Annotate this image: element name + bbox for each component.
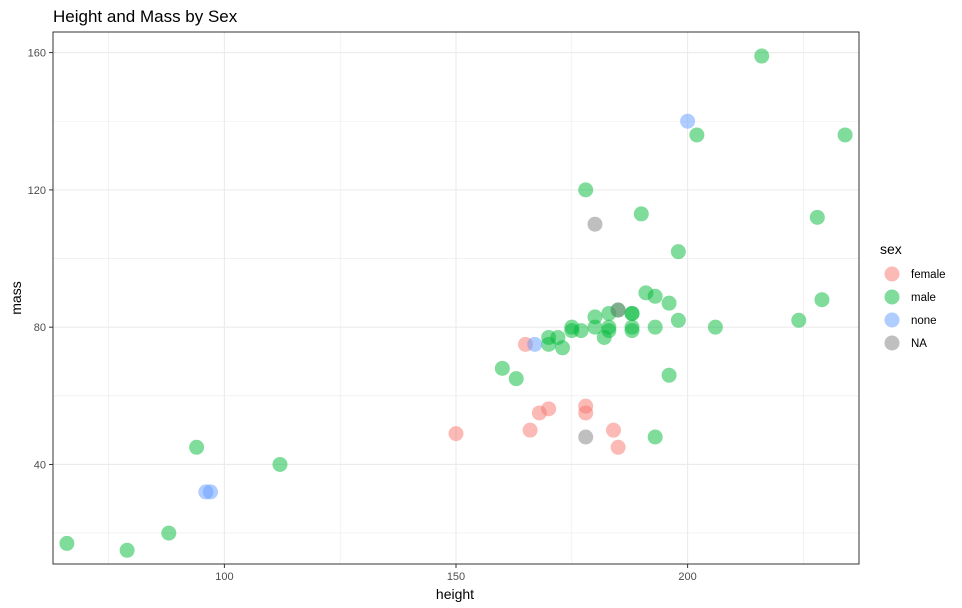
legend-key — [884, 335, 900, 351]
y-axis-title: mass — [8, 281, 24, 314]
axis-ticks — [49, 52, 689, 568]
data-point-male — [707, 319, 723, 335]
data-point-male — [633, 206, 649, 222]
legend-entries: female male none NA — [884, 266, 946, 351]
data-point-male — [587, 319, 603, 335]
data-point-male — [624, 305, 640, 321]
data-point-female — [605, 422, 621, 438]
data-point-none — [202, 484, 218, 500]
legend-title: sex — [880, 241, 902, 257]
data-point-male — [809, 209, 825, 225]
legend-entry-na: NA — [884, 335, 927, 351]
data-point-male — [59, 535, 75, 551]
legend-key — [884, 289, 900, 305]
data-point-female — [578, 398, 594, 414]
data-point-male — [814, 292, 830, 308]
data-point-male — [661, 295, 677, 311]
data-point-male — [689, 127, 705, 143]
data-point-male — [119, 542, 135, 558]
data-point-male — [573, 323, 589, 339]
data-point-male — [161, 525, 177, 541]
data-point-female — [610, 439, 626, 455]
data-point-male — [647, 319, 663, 335]
chart-title: Height and Mass by Sex — [53, 7, 238, 26]
data-point-male — [189, 439, 205, 455]
plot-panel-grid — [53, 32, 859, 564]
legend-entry-none: none — [884, 312, 937, 328]
data-point-male — [624, 319, 640, 335]
data-point-male — [494, 360, 510, 376]
data-point-female — [448, 426, 464, 442]
data-point-male — [587, 309, 603, 325]
legend-key — [884, 266, 900, 282]
data-point-male — [670, 244, 686, 260]
y-tick-label: 120 — [28, 185, 46, 197]
legend-key — [884, 312, 900, 328]
legend-label: male — [911, 292, 936, 304]
data-point-male — [670, 312, 686, 328]
legend-label: NA — [911, 338, 927, 350]
legend: sex female male none NA — [880, 241, 946, 351]
data-points — [59, 48, 853, 558]
y-tick-label: 160 — [28, 48, 46, 60]
data-point-male — [647, 429, 663, 445]
data-point-male — [837, 127, 853, 143]
y-tick-label: 80 — [34, 322, 46, 334]
y-axis-tick-labels: 40 80 120 160 — [28, 48, 46, 472]
legend-label: none — [911, 315, 937, 327]
x-axis-tick-labels: 100 150 200 — [215, 571, 697, 583]
data-point-male — [555, 340, 571, 356]
data-point-male — [791, 312, 807, 328]
legend-entry-female: female — [884, 266, 946, 282]
data-point-male — [508, 371, 524, 387]
x-tick-label: 100 — [215, 571, 233, 583]
data-point-na — [587, 216, 603, 232]
data-point-male — [661, 367, 677, 383]
data-point-male — [578, 182, 594, 198]
x-tick-label: 200 — [678, 571, 696, 583]
data-point-male — [601, 319, 617, 335]
x-axis-title: height — [436, 586, 474, 602]
data-point-none — [680, 113, 696, 129]
data-point-na — [578, 429, 594, 445]
y-tick-label: 40 — [34, 459, 46, 471]
data-point-male — [647, 288, 663, 304]
data-point-female — [522, 422, 538, 438]
x-tick-label: 150 — [447, 571, 465, 583]
data-point-male — [272, 456, 288, 472]
data-point-none — [527, 336, 543, 352]
data-point-female — [541, 401, 557, 417]
data-point-na — [610, 302, 626, 318]
legend-entry-male: male — [884, 289, 936, 305]
legend-label: female — [911, 269, 946, 281]
data-point-male — [754, 48, 770, 64]
